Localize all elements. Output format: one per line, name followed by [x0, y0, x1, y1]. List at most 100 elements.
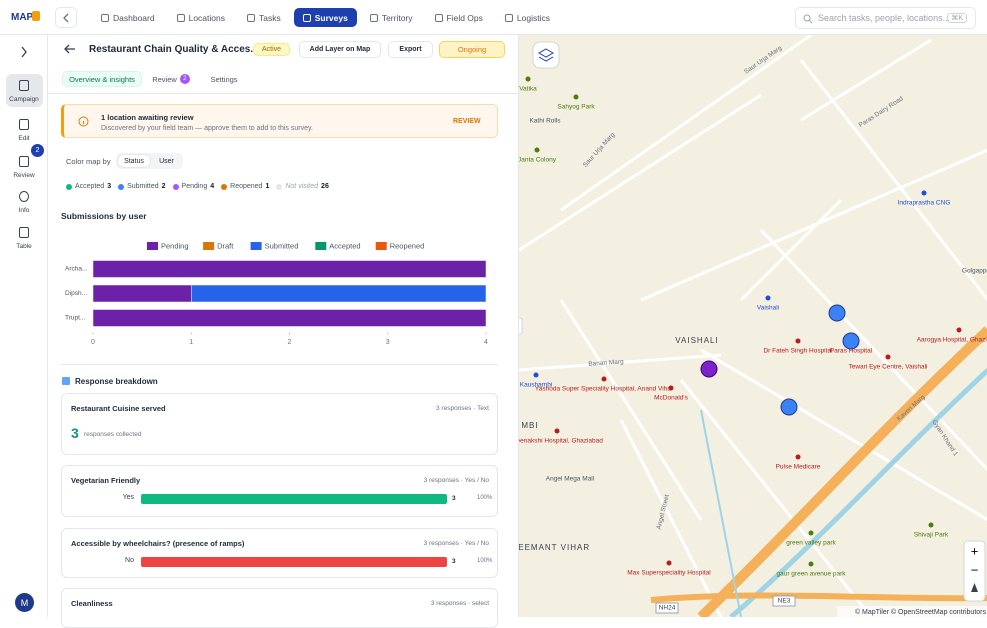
header-button[interactable]: Export	[388, 41, 433, 58]
status-name: Not visited	[285, 183, 319, 190]
response-meta: 3 responses · Text	[436, 405, 489, 412]
status-legend: Accepted 3 Submitted 2 Pending 4 Reopened 1 Not …	[66, 183, 329, 190]
side-icon	[19, 80, 29, 91]
color-map-option[interactable]: Status	[118, 155, 150, 167]
location-marker[interactable]	[842, 332, 860, 350]
poi-icon	[525, 76, 531, 82]
tab[interactable]: Overview & insights	[62, 71, 142, 87]
response-card: Restaurant Cuisine served 3 responses · T…	[61, 393, 498, 455]
side-icon	[19, 191, 29, 202]
place-label: McDonald's	[654, 395, 689, 402]
nav-item[interactable]: Field Ops	[426, 8, 492, 27]
place-label: gaur green avenue park	[776, 571, 846, 578]
poi-icon	[795, 338, 801, 344]
option-bar	[141, 557, 447, 567]
compass[interactable]	[971, 583, 978, 592]
side-label[interactable]: Info	[18, 207, 30, 214]
legend-label: Reopened	[390, 241, 425, 250]
place-label: Janta Colony	[518, 157, 557, 164]
nav-item[interactable]: Locations	[168, 8, 234, 27]
place-label: Sahyog Park	[557, 104, 595, 111]
option-bar	[141, 494, 447, 504]
legend-swatch	[315, 242, 327, 250]
question: Vegetarian Friendly	[71, 476, 141, 485]
highway	[697, 326, 987, 617]
tab[interactable]: Settings	[203, 71, 245, 87]
side-label[interactable]: Edit	[18, 135, 30, 142]
attribution: © MapTiler © OpenStreetMap contributors	[855, 608, 987, 616]
alert-action[interactable]: REVIEW	[453, 118, 481, 125]
status-name: Accepted	[75, 183, 105, 190]
poi-icon	[885, 354, 891, 360]
response-card: Cleanliness 3 responses · select	[61, 588, 498, 628]
x-tick-label: 2	[288, 339, 292, 346]
phase-dropdown[interactable]: Ongoing	[439, 41, 505, 58]
header-button[interactable]: Add Layer on Map	[299, 41, 381, 58]
nav-item[interactable]: Dashboard	[92, 8, 164, 27]
side-label[interactable]: Table	[16, 243, 32, 250]
side-label[interactable]: Review	[13, 172, 35, 179]
survey-title: Restaurant Chain Quality & Acces...	[89, 44, 259, 55]
poi-icon	[554, 428, 560, 434]
poi-icon	[956, 327, 962, 333]
splitter-handle[interactable]	[518, 317, 523, 335]
x-tick-label: 0	[91, 339, 95, 346]
poi-icon	[668, 385, 674, 391]
expand-icon[interactable]	[19, 46, 29, 58]
legend-swatch	[375, 242, 387, 250]
streets	[519, 35, 987, 617]
highway-shield	[655, 602, 679, 614]
status-legend-item: Pending 4	[172, 183, 214, 190]
tab[interactable]: Review 2	[146, 71, 196, 87]
location-marker[interactable]	[700, 360, 718, 378]
chart: Pending Draft Submitted Accepted Reopened 0 1 2…	[65, 241, 488, 346]
side-icon	[19, 227, 29, 238]
status-dot	[66, 183, 72, 190]
nav-icon	[246, 13, 255, 22]
option-percent: 100%	[477, 495, 493, 501]
poi-icon	[533, 372, 539, 378]
legend-swatch	[250, 242, 262, 250]
option-count: 3	[452, 495, 456, 502]
option-count: 3	[452, 558, 456, 565]
tab-label: Review	[152, 74, 177, 84]
nav-item[interactable]: Surveys	[293, 8, 357, 27]
location-marker[interactable]	[780, 398, 798, 416]
x-tick-label: 3	[386, 339, 390, 346]
zoom-in[interactable]: +	[971, 543, 979, 558]
zoom-out[interactable]: −	[971, 562, 979, 577]
color-map-option[interactable]: User	[159, 157, 174, 165]
layers-button[interactable]	[532, 41, 560, 69]
status-count: 26	[321, 183, 329, 190]
legend-label: Submitted	[265, 241, 299, 250]
nav-item[interactable]: Tasks	[238, 8, 290, 27]
alert-title: 1 location awaiting review	[101, 113, 194, 122]
place-label: Vaishali	[757, 305, 779, 312]
legend-swatch	[147, 242, 158, 250]
logo[interactable]: MAP	[11, 12, 34, 23]
highway-nh24	[650, 592, 987, 603]
status-dot	[221, 183, 228, 190]
nav-icon	[434, 13, 443, 22]
nav-item[interactable]: Logistics	[496, 8, 559, 27]
option-track	[141, 557, 447, 567]
place-label: Golgappe	[962, 268, 987, 275]
response-count: 3	[71, 425, 79, 441]
logo-mark	[32, 11, 40, 21]
nav-item[interactable]: Territory	[361, 8, 422, 27]
location-marker[interactable]	[828, 304, 846, 322]
search-box[interactable]: Search tasks, people, locations... ⌘K	[795, 7, 976, 29]
poi-icon	[666, 560, 672, 566]
y-tick-label: Dipsh...	[65, 290, 87, 297]
status-legend-item: Not visited 26	[276, 183, 329, 190]
poi-icon	[921, 190, 927, 196]
chart-title: Submissions by user	[61, 211, 147, 221]
avatar[interactable]: M	[15, 593, 34, 612]
back-button[interactable]	[55, 7, 77, 28]
nav-icon	[369, 13, 378, 22]
breakdown-title: Response breakdown	[75, 377, 158, 386]
back-arrow[interactable]	[64, 44, 76, 54]
side-label[interactable]: Campaign	[9, 96, 39, 103]
